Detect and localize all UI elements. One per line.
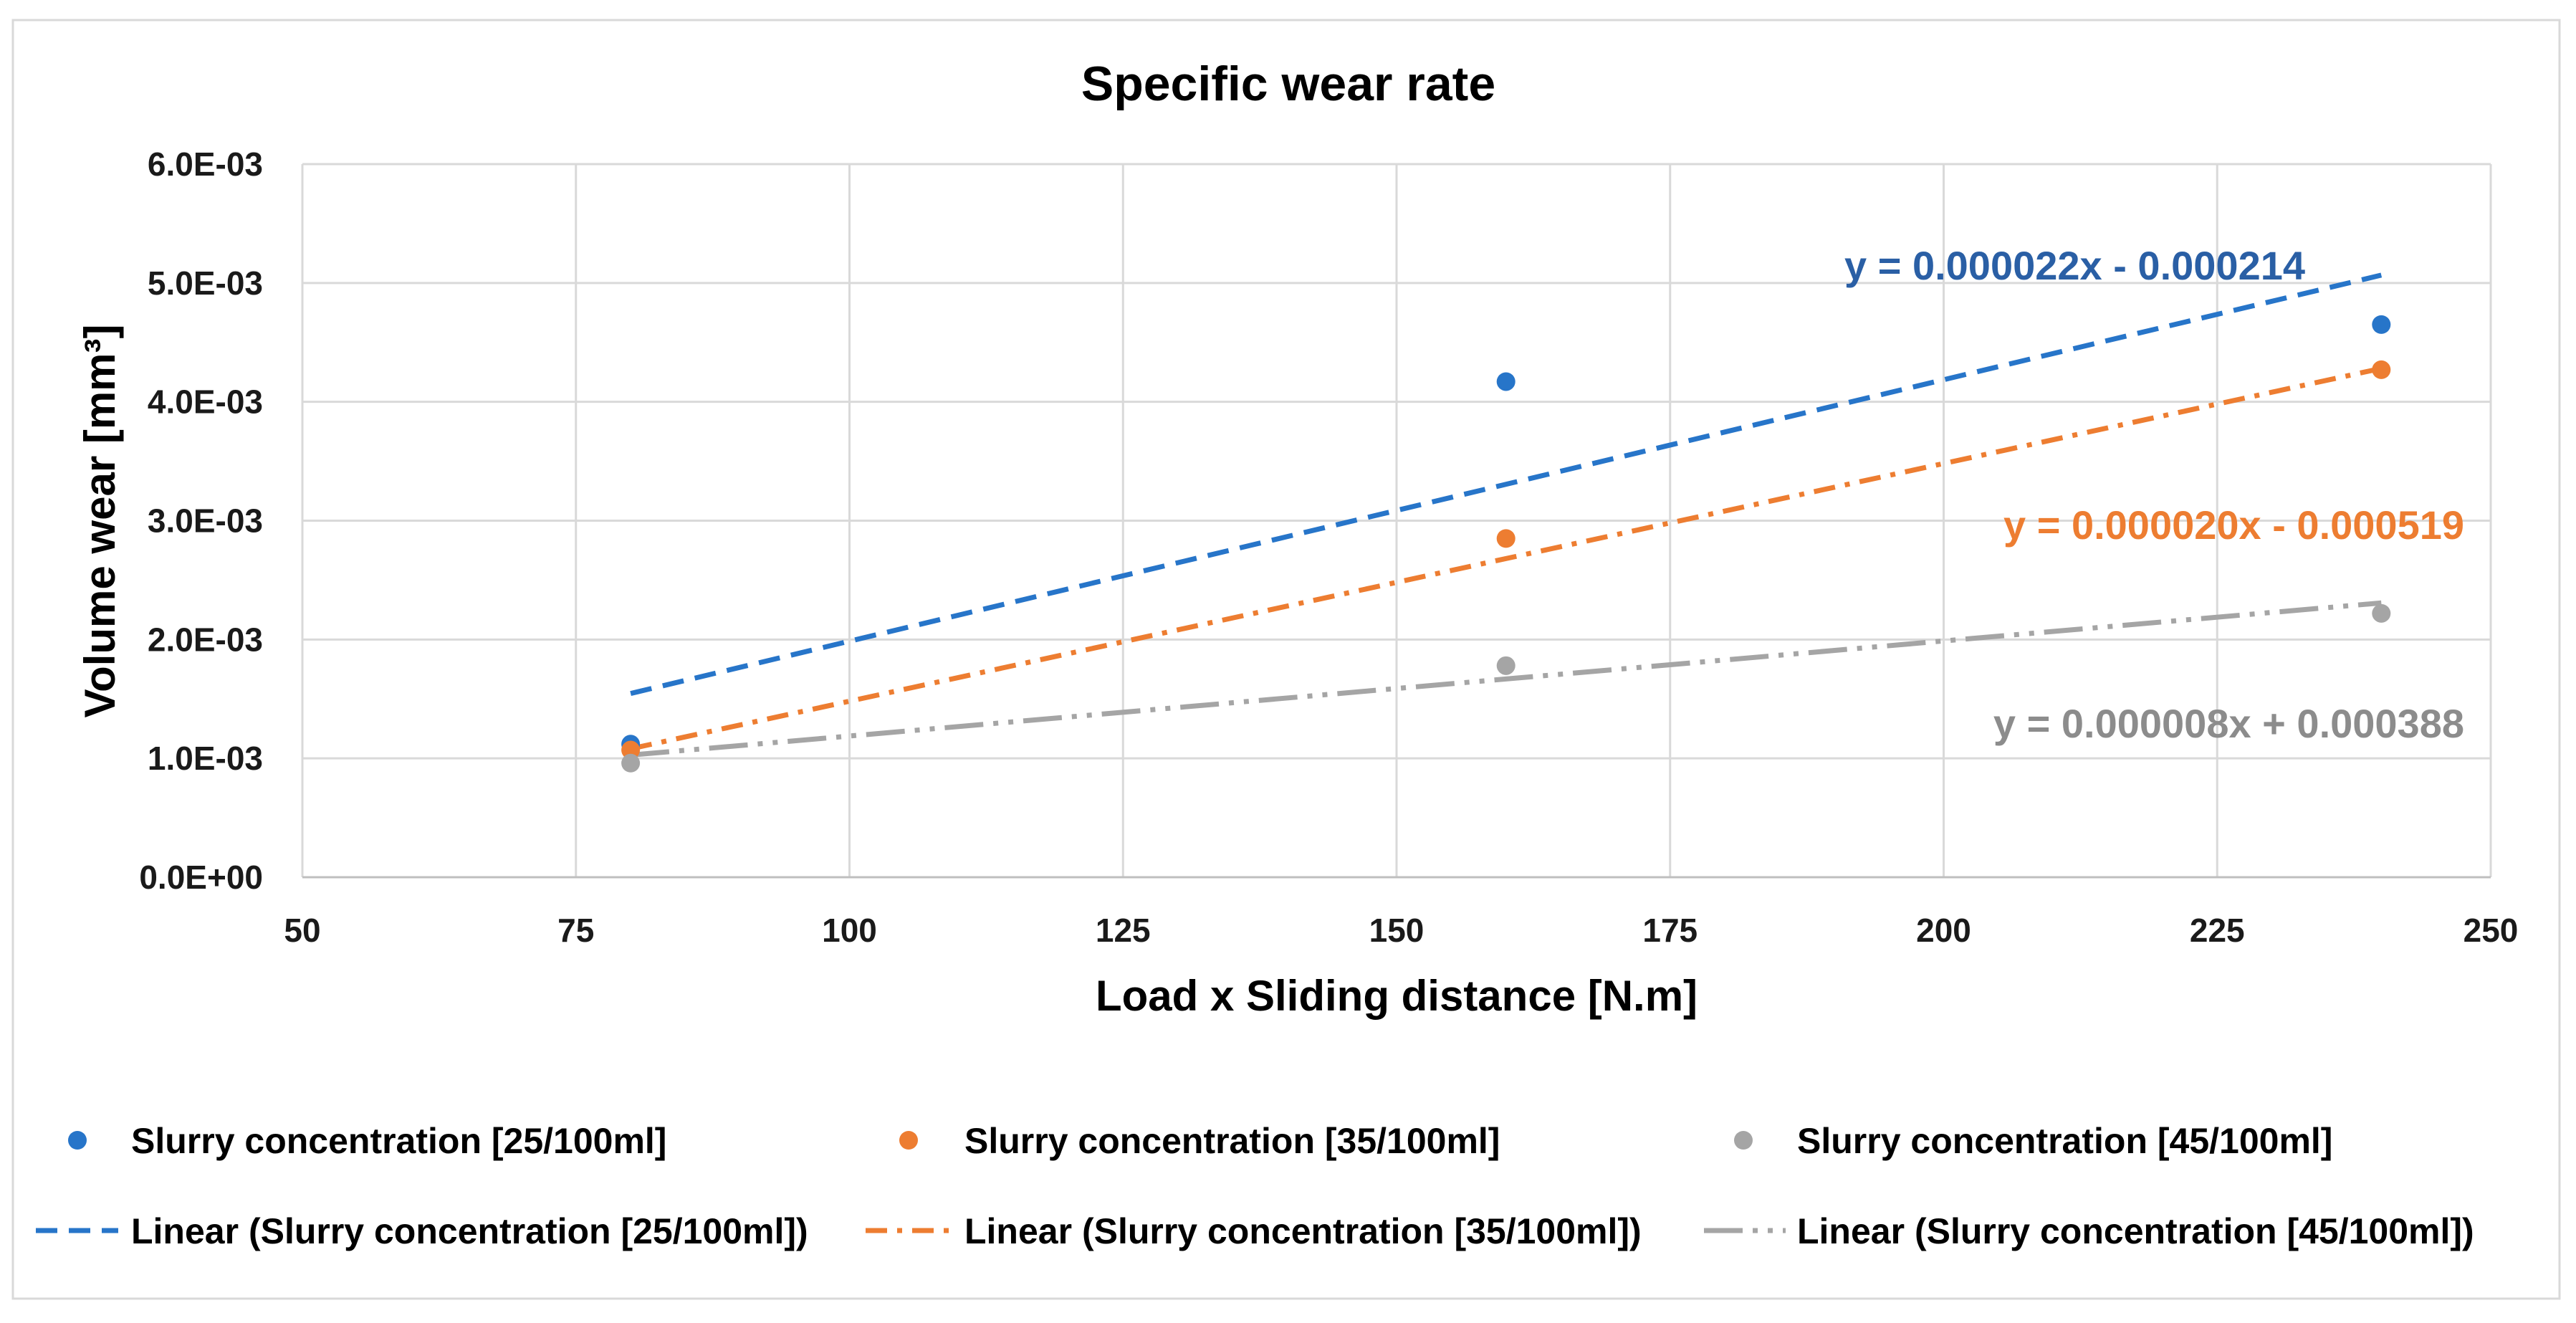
x-tick-label: 150 — [1369, 912, 1425, 949]
x-tick-label: 250 — [2464, 912, 2519, 949]
data-point-series-3-1 — [621, 753, 641, 773]
legend-marker-series-1 — [68, 1131, 87, 1150]
tick-labels: 50 75 100 125 150 175 200 225 250 0.0E+00 1.0E-03 2… — [139, 145, 2518, 949]
legend-label-series-3: Slurry concentration [45/100ml] — [1797, 1121, 2332, 1161]
legend-label-trendline-2: Linear (Slurry concentration [35/100ml]) — [964, 1211, 1642, 1251]
x-tick-label: 175 — [1642, 912, 1698, 949]
data-point-series-2-2 — [1496, 529, 1516, 548]
trendline-series-3 — [630, 600, 2382, 758]
data-point-series-2-3 — [2372, 360, 2391, 379]
chart-title: Specific wear rate — [1081, 57, 1495, 111]
x-tick-label: 100 — [822, 912, 877, 949]
legend-item-trendline-2: Linear (Slurry concentration [35/100ml]) — [866, 1211, 1642, 1251]
legend-item-series-3: Slurry concentration [45/100ml] — [1734, 1121, 2332, 1161]
y-tick-label: 1.0E-03 — [148, 740, 263, 777]
data-point-series-3-2 — [1496, 656, 1516, 675]
gridlines — [301, 163, 2492, 879]
trendlines — [630, 272, 2383, 758]
trendline-equation-series-3: y = 0.000008x + 0.000388 — [1993, 701, 2464, 746]
x-tick-label: 75 — [557, 912, 594, 949]
legend-item-trendline-1: Linear (Slurry concentration [25/100ml]) — [36, 1211, 808, 1251]
x-tick-label: 125 — [1096, 912, 1151, 949]
data-point-series-2-1 — [621, 740, 641, 760]
legend-item-series-1: Slurry concentration [25/100ml] — [68, 1121, 666, 1161]
x-tick-label: 50 — [284, 912, 320, 949]
y-tick-label: 2.0E-03 — [148, 621, 263, 658]
legend-marker-series-2 — [899, 1131, 918, 1150]
y-tick-label: 5.0E-03 — [148, 264, 263, 302]
chart-border — [11, 19, 2561, 1300]
legend-marker-series-3 — [1734, 1131, 1753, 1150]
legend-label-series-2: Slurry concentration [35/100ml] — [964, 1121, 1500, 1161]
y-tick-label: 4.0E-03 — [148, 383, 263, 421]
legend-item-trendline-3: Linear (Slurry concentration [45/100ml]) — [1704, 1211, 2474, 1251]
data-points — [621, 315, 2391, 773]
x-tick-label: 200 — [1916, 912, 1971, 949]
trendline-series-2 — [630, 366, 2383, 752]
data-point-series-1-3 — [2372, 315, 2391, 334]
y-tick-label: 0.0E+00 — [139, 859, 263, 896]
trendline-series-1 — [630, 272, 2383, 697]
trendline-equation-series-1: y = 0.000022x - 0.000214 — [1844, 243, 2305, 288]
legend-item-series-2: Slurry concentration [35/100ml] — [899, 1121, 1500, 1161]
legend: Slurry concentration [25/100ml] Slurry c… — [36, 1121, 2474, 1251]
x-axis-title: Load x Sliding distance [N.m] — [1096, 972, 1698, 1020]
legend-label-series-1: Slurry concentration [25/100ml] — [131, 1121, 666, 1161]
data-point-series-1-2 — [1496, 372, 1516, 391]
legend-label-trendline-1: Linear (Slurry concentration [25/100ml]) — [131, 1211, 808, 1251]
data-point-series-3-3 — [2372, 603, 2391, 623]
y-tick-label: 3.0E-03 — [148, 502, 263, 540]
y-tick-label: 6.0E-03 — [148, 145, 263, 183]
y-axis-title: Volume wear [mm³] — [76, 325, 124, 718]
x-tick-label: 225 — [2190, 912, 2245, 949]
legend-label-trendline-3: Linear (Slurry concentration [45/100ml]) — [1797, 1211, 2474, 1251]
trendline-equation-series-2: y = 0.000020x - 0.000519 — [2003, 502, 2464, 548]
